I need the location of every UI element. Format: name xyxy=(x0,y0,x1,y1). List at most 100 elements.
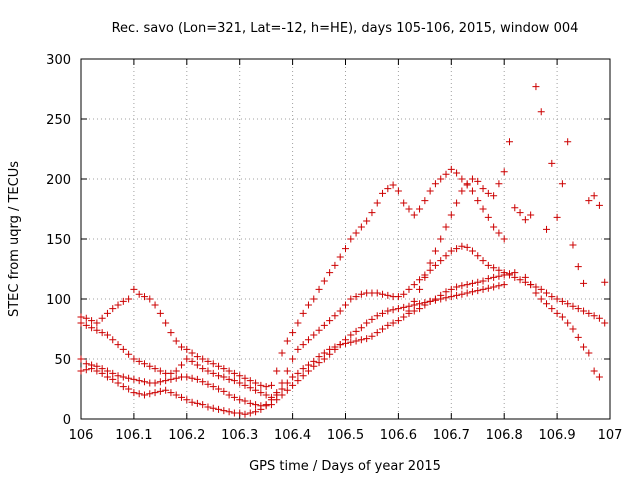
data-point xyxy=(204,380,212,388)
y-axis-label: STEC from uqrg / TECUs xyxy=(7,161,22,317)
data-point xyxy=(130,285,138,293)
data-point xyxy=(474,197,482,205)
data-point xyxy=(394,305,402,313)
data-point xyxy=(135,377,143,385)
data-point xyxy=(357,324,365,332)
data-point xyxy=(474,287,482,295)
data-point xyxy=(278,349,286,357)
data-point xyxy=(278,379,286,387)
data-point xyxy=(114,379,122,387)
data-point xyxy=(140,360,148,368)
x-tick-label: 106.1 xyxy=(115,428,152,443)
data-point xyxy=(389,181,397,189)
data-point xyxy=(209,383,217,391)
x-tick-label: 106.4 xyxy=(274,428,311,443)
data-point xyxy=(368,332,376,340)
data-point xyxy=(109,305,117,313)
data-point xyxy=(283,367,291,375)
data-point xyxy=(130,389,138,397)
data-point xyxy=(553,295,561,303)
y-tick-label: 300 xyxy=(46,53,71,68)
data-point xyxy=(468,279,476,287)
data-point xyxy=(543,300,551,308)
data-point xyxy=(209,369,217,377)
data-point xyxy=(468,175,476,183)
data-point xyxy=(183,396,191,404)
data-point xyxy=(119,297,127,305)
data-point xyxy=(220,387,228,395)
data-point xyxy=(119,345,127,353)
data-point xyxy=(178,361,186,369)
data-point xyxy=(543,289,551,297)
data-point xyxy=(595,314,603,322)
data-point xyxy=(357,290,365,298)
data-point xyxy=(167,389,175,397)
data-point xyxy=(394,187,402,195)
data-point xyxy=(516,209,524,217)
data-point xyxy=(442,170,450,178)
data-point xyxy=(262,391,270,399)
data-point xyxy=(463,289,471,297)
data-points xyxy=(77,83,609,418)
data-point xyxy=(384,307,392,315)
data-point xyxy=(82,314,90,322)
data-point xyxy=(188,357,196,365)
data-point xyxy=(230,393,238,401)
data-point xyxy=(98,365,106,373)
data-point xyxy=(230,377,238,385)
data-point xyxy=(405,285,413,293)
data-point xyxy=(151,365,159,373)
data-point xyxy=(204,403,212,411)
data-point xyxy=(474,177,482,185)
data-point xyxy=(162,386,170,394)
data-point xyxy=(204,367,212,375)
data-point xyxy=(273,389,281,397)
data-point xyxy=(130,375,138,383)
data-point xyxy=(352,293,360,301)
data-point xyxy=(495,282,503,290)
x-tick-label: 106.9 xyxy=(538,428,575,443)
data-point xyxy=(241,374,249,382)
data-point xyxy=(88,317,96,325)
data-point xyxy=(246,377,254,385)
data-point xyxy=(426,266,434,274)
data-point xyxy=(151,389,159,397)
axis-ticks: 106 106.1 106.2 106.3 106.4 106.5 106.6 106.7 10… xyxy=(46,53,622,443)
data-point xyxy=(437,235,445,243)
data-point xyxy=(574,333,582,341)
data-point xyxy=(209,404,217,412)
data-point xyxy=(474,252,482,260)
data-point xyxy=(426,259,434,267)
data-point xyxy=(601,278,609,286)
data-point xyxy=(103,331,111,339)
data-point xyxy=(294,377,302,385)
data-point xyxy=(490,283,498,291)
data-point xyxy=(114,372,122,380)
y-tick-label: 50 xyxy=(54,353,71,368)
data-point xyxy=(93,362,101,370)
data-point xyxy=(553,309,561,317)
data-point xyxy=(294,319,302,327)
data-point xyxy=(521,216,529,224)
data-point xyxy=(548,159,556,167)
data-point xyxy=(156,309,164,317)
data-point xyxy=(320,349,328,357)
data-point xyxy=(580,343,588,351)
data-point xyxy=(103,367,111,375)
data-point xyxy=(257,389,265,397)
data-point xyxy=(537,108,545,116)
data-point xyxy=(342,301,349,309)
data-point xyxy=(490,223,498,231)
data-point xyxy=(199,355,207,363)
data-point xyxy=(289,381,297,389)
data-point xyxy=(363,217,371,225)
data-point xyxy=(236,379,244,387)
data-point xyxy=(590,192,598,200)
data-point xyxy=(135,357,143,365)
data-point xyxy=(114,341,122,349)
data-point xyxy=(310,362,318,370)
data-point xyxy=(447,293,455,301)
data-point xyxy=(125,385,133,393)
data-point xyxy=(569,241,577,249)
data-point xyxy=(183,373,191,381)
